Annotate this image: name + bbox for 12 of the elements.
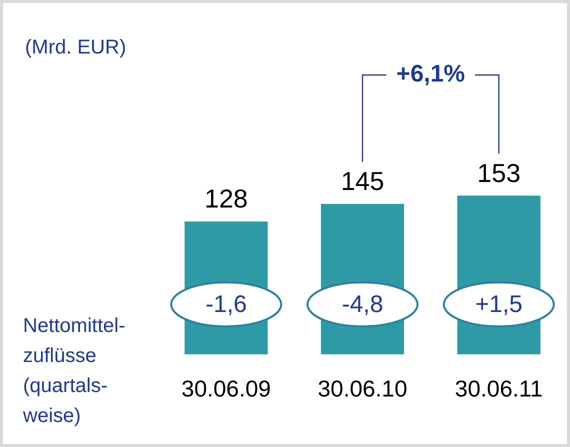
- text: +6,1%: [396, 60, 466, 88]
- data-label: 153: [477, 158, 521, 188]
- data-label: 145: [340, 166, 384, 196]
- annotation: -4,8: [342, 291, 384, 318]
- text: (Mrd. EUR): [25, 36, 126, 59]
- text: Nettomittel-zuflüsse (quartals-weise): [23, 314, 126, 429]
- data-label: 128: [204, 184, 248, 214]
- x-tick-label: 30.06.11: [454, 376, 543, 402]
- annotation: -1,6: [205, 291, 247, 318]
- annotation: +1,5: [475, 291, 523, 318]
- x-tick-label: 30.06.09: [181, 376, 271, 402]
- x-tick-label: 30.06.10: [318, 376, 408, 402]
